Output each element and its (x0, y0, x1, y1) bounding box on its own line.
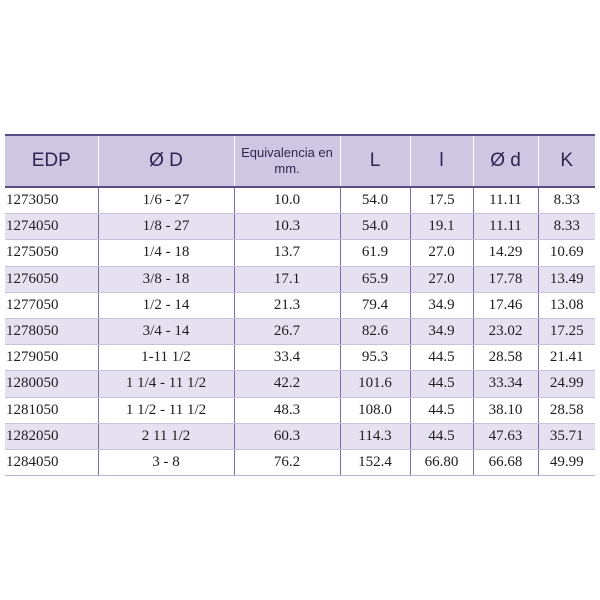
cell-equivalence-mm: 33.4 (233, 344, 340, 372)
cell-outer-diameter: 1 1/4 - 11 1/2 (97, 370, 234, 398)
cell-equivalence-mm: 10.3 (233, 213, 340, 241)
cell-thread-length: 44.5 (409, 423, 473, 450)
cell-equivalence-mm: 13.7 (233, 239, 340, 267)
cell-shank-diameter: 66.68 (472, 449, 538, 477)
header-row: EDP Ø D Equivalencia en mm. L l Ø d K (5, 134, 595, 188)
cell-shank-diameter: 14.29 (472, 239, 538, 267)
cell-shank-diameter: 47.63 (472, 423, 538, 450)
table-row: 1280050 1 1/4 - 11 1/2 42.2 101.6 44.5 33.34 2… (5, 370, 595, 398)
cell-outer-diameter: 1/8 - 27 (97, 213, 234, 241)
cell-thread-length: 44.5 (409, 370, 473, 398)
cell-total-length: 61.9 (339, 239, 410, 267)
cell-edp: 1277050 (5, 292, 98, 319)
cell-shank-diameter: 17.46 (472, 292, 538, 319)
cell-outer-diameter: 3/4 - 14 (97, 318, 234, 346)
cell-outer-diameter: 1/2 - 14 (97, 292, 234, 319)
cell-thread-length: 27.0 (409, 266, 473, 293)
cell-shank-diameter: 11.11 (472, 187, 538, 215)
cell-edp: 1276050 (5, 266, 98, 293)
cell-thread-length: 44.5 (409, 344, 473, 372)
cell-thread-length: 34.9 (409, 292, 473, 319)
cell-outer-diameter: 2 11 1/2 (97, 423, 234, 450)
cell-total-length: 101.6 (339, 370, 410, 398)
header-outer-diameter: Ø D (97, 134, 234, 188)
cell-k: 8.33 (537, 187, 595, 215)
cell-edp: 1282050 (5, 423, 98, 450)
cell-total-length: 54.0 (339, 187, 410, 215)
cell-thread-length: 34.9 (409, 318, 473, 346)
cell-total-length: 114.3 (339, 423, 410, 450)
cell-k: 21.41 (537, 344, 595, 372)
cell-outer-diameter: 3/8 - 18 (97, 266, 234, 293)
cell-thread-length: 44.5 (409, 397, 473, 424)
table-row: 1276050 3/8 - 18 17.1 65.9 27.0 17.78 13.49 (5, 266, 595, 293)
cell-equivalence-mm: 10.0 (233, 187, 340, 215)
cell-equivalence-mm: 48.3 (233, 397, 340, 424)
cell-thread-length: 27.0 (409, 239, 473, 267)
cell-equivalence-mm: 26.7 (233, 318, 340, 346)
cell-k: 35.71 (537, 423, 595, 450)
cell-edp: 1279050 (5, 344, 98, 372)
cell-equivalence-mm: 17.1 (233, 266, 340, 293)
table-row: 1277050 1/2 - 14 21.3 79.4 34.9 17.46 13.08 (5, 292, 595, 319)
table-row: 1281050 1 1/2 - 11 1/2 48.3 108.0 44.5 38.10 2… (5, 397, 595, 424)
cell-edp: 1281050 (5, 397, 98, 424)
cell-k: 17.25 (537, 318, 595, 346)
table-row: 1278050 3/4 - 14 26.7 82.6 34.9 23.02 17.25 (5, 318, 595, 346)
header-thread-length: l (409, 134, 473, 188)
cell-k: 49.99 (537, 449, 595, 477)
cell-edp: 1280050 (5, 370, 98, 398)
spec-table: EDP Ø D Equivalencia en mm. L l Ø d K 12… (5, 134, 595, 477)
cell-outer-diameter: 1-11 1/2 (97, 344, 234, 372)
table-row: 1274050 1/8 - 27 10.3 54.0 19.1 11.11 8.33 (5, 213, 595, 241)
cell-shank-diameter: 11.11 (472, 213, 538, 241)
header-edp: EDP (5, 134, 98, 188)
cell-thread-length: 19.1 (409, 213, 473, 241)
cell-shank-diameter: 28.58 (472, 344, 538, 372)
header-total-length: L (339, 134, 410, 188)
header-k: K (537, 134, 595, 188)
cell-outer-diameter: 1/6 - 27 (97, 187, 234, 215)
cell-total-length: 152.4 (339, 449, 410, 477)
cell-total-length: 54.0 (339, 213, 410, 241)
cell-total-length: 79.4 (339, 292, 410, 319)
table-row: 1279050 1-11 1/2 33.4 95.3 44.5 28.58 21.41 (5, 344, 595, 372)
table-row: 1273050 1/6 - 27 10.0 54.0 17.5 11.11 8.33 (5, 187, 595, 215)
cell-edp: 1273050 (5, 187, 98, 215)
cell-shank-diameter: 38.10 (472, 397, 538, 424)
table-row: 1284050 3 - 8 76.2 152.4 66.80 66.68 49.99 (5, 449, 595, 477)
cell-k: 13.49 (537, 266, 595, 293)
cell-shank-diameter: 33.34 (472, 370, 538, 398)
cell-k: 8.33 (537, 213, 595, 241)
cell-equivalence-mm: 21.3 (233, 292, 340, 319)
cell-shank-diameter: 17.78 (472, 266, 538, 293)
cell-edp: 1275050 (5, 239, 98, 267)
cell-equivalence-mm: 76.2 (233, 449, 340, 477)
table-row: 1282050 2 11 1/2 60.3 114.3 44.5 47.63 35.71 (5, 423, 595, 450)
cell-shank-diameter: 23.02 (472, 318, 538, 346)
cell-equivalence-mm: 60.3 (233, 423, 340, 450)
header-shank-diameter: Ø d (472, 134, 538, 188)
cell-k: 13.08 (537, 292, 595, 319)
cell-edp: 1284050 (5, 449, 98, 477)
cell-k: 24.99 (537, 370, 595, 398)
cell-k: 28.58 (537, 397, 595, 424)
cell-edp: 1274050 (5, 213, 98, 241)
cell-outer-diameter: 1/4 - 18 (97, 239, 234, 267)
cell-total-length: 95.3 (339, 344, 410, 372)
cell-total-length: 108.0 (339, 397, 410, 424)
cell-thread-length: 17.5 (409, 187, 473, 215)
cell-edp: 1278050 (5, 318, 98, 346)
cell-outer-diameter: 1 1/2 - 11 1/2 (97, 397, 234, 424)
header-equivalence-mm: Equivalencia en mm. (233, 134, 340, 188)
cell-k: 10.69 (537, 239, 595, 267)
table-body: 1273050 1/6 - 27 10.0 54.0 17.5 11.11 8.33 1274… (5, 187, 595, 477)
cell-outer-diameter: 3 - 8 (97, 449, 234, 477)
cell-total-length: 65.9 (339, 266, 410, 293)
cell-thread-length: 66.80 (409, 449, 473, 477)
table-row: 1275050 1/4 - 18 13.7 61.9 27.0 14.29 10.69 (5, 239, 595, 267)
spec-table-container: EDP Ø D Equivalencia en mm. L l Ø d K 12… (5, 134, 595, 477)
cell-total-length: 82.6 (339, 318, 410, 346)
cell-equivalence-mm: 42.2 (233, 370, 340, 398)
